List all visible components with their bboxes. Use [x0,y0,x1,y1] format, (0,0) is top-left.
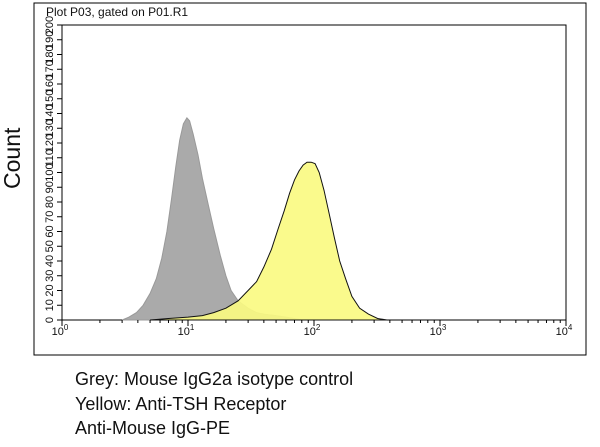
caption: Grey: Mouse IgG2a isotype control Yellow… [75,367,575,441]
x-tick-label: 102 [304,323,321,338]
y-tick-label: 180 [44,45,56,63]
y-tick-label: 110 [44,149,56,167]
y-tick-label: 200 [44,16,56,34]
y-tick-label: 90 [44,181,56,193]
x-axis: 100 101 102 103 104 [52,320,573,338]
y-tick-label: 10 [44,299,56,311]
y-tick-label: 100 [44,163,56,181]
y-tick-label: 190 [44,31,56,49]
histogram-chart: Plot P03, gated on P01.R1 0 10 20 30 40 50 60 7… [33,2,587,356]
y-tick-label: 60 [44,225,56,237]
y-tick-label: 150 [44,90,56,108]
y-tick-label: 40 [44,255,56,267]
y-tick-label: 140 [44,104,56,122]
caption-line: Yellow: Anti-TSH Receptor [75,393,287,414]
x-tick-label: 103 [430,323,447,338]
y-axis: 0 10 20 30 40 50 60 70 80 90100110120130140150160… [44,16,62,323]
y-tick-label: 170 [44,60,56,78]
y-tick-label: 50 [44,240,56,252]
y-tick-label: 80 [44,196,56,208]
series-2-histogram [150,161,388,321]
y-tick-label: 30 [44,270,56,282]
y-tick-label: 160 [44,75,56,93]
series-layer [121,117,388,321]
caption-line: Anti-Mouse IgG-PE [75,418,231,438]
x-tick-label: 100 [52,323,69,338]
y-tick-label: 70 [44,211,56,223]
x-tick-label: 104 [556,323,573,338]
y-tick-label: 0 [44,317,56,323]
y-tick-label: 130 [44,119,56,137]
x-tick-label: 101 [178,323,195,338]
plot-title: Plot P03, gated on P01.R1 [46,5,188,19]
caption-line: Grey: Mouse IgG2a isotype control [75,369,354,389]
y-tick-label: 120 [44,134,56,152]
y-tick-label: 20 [44,284,56,296]
y-axis-label: Count [0,127,25,189]
